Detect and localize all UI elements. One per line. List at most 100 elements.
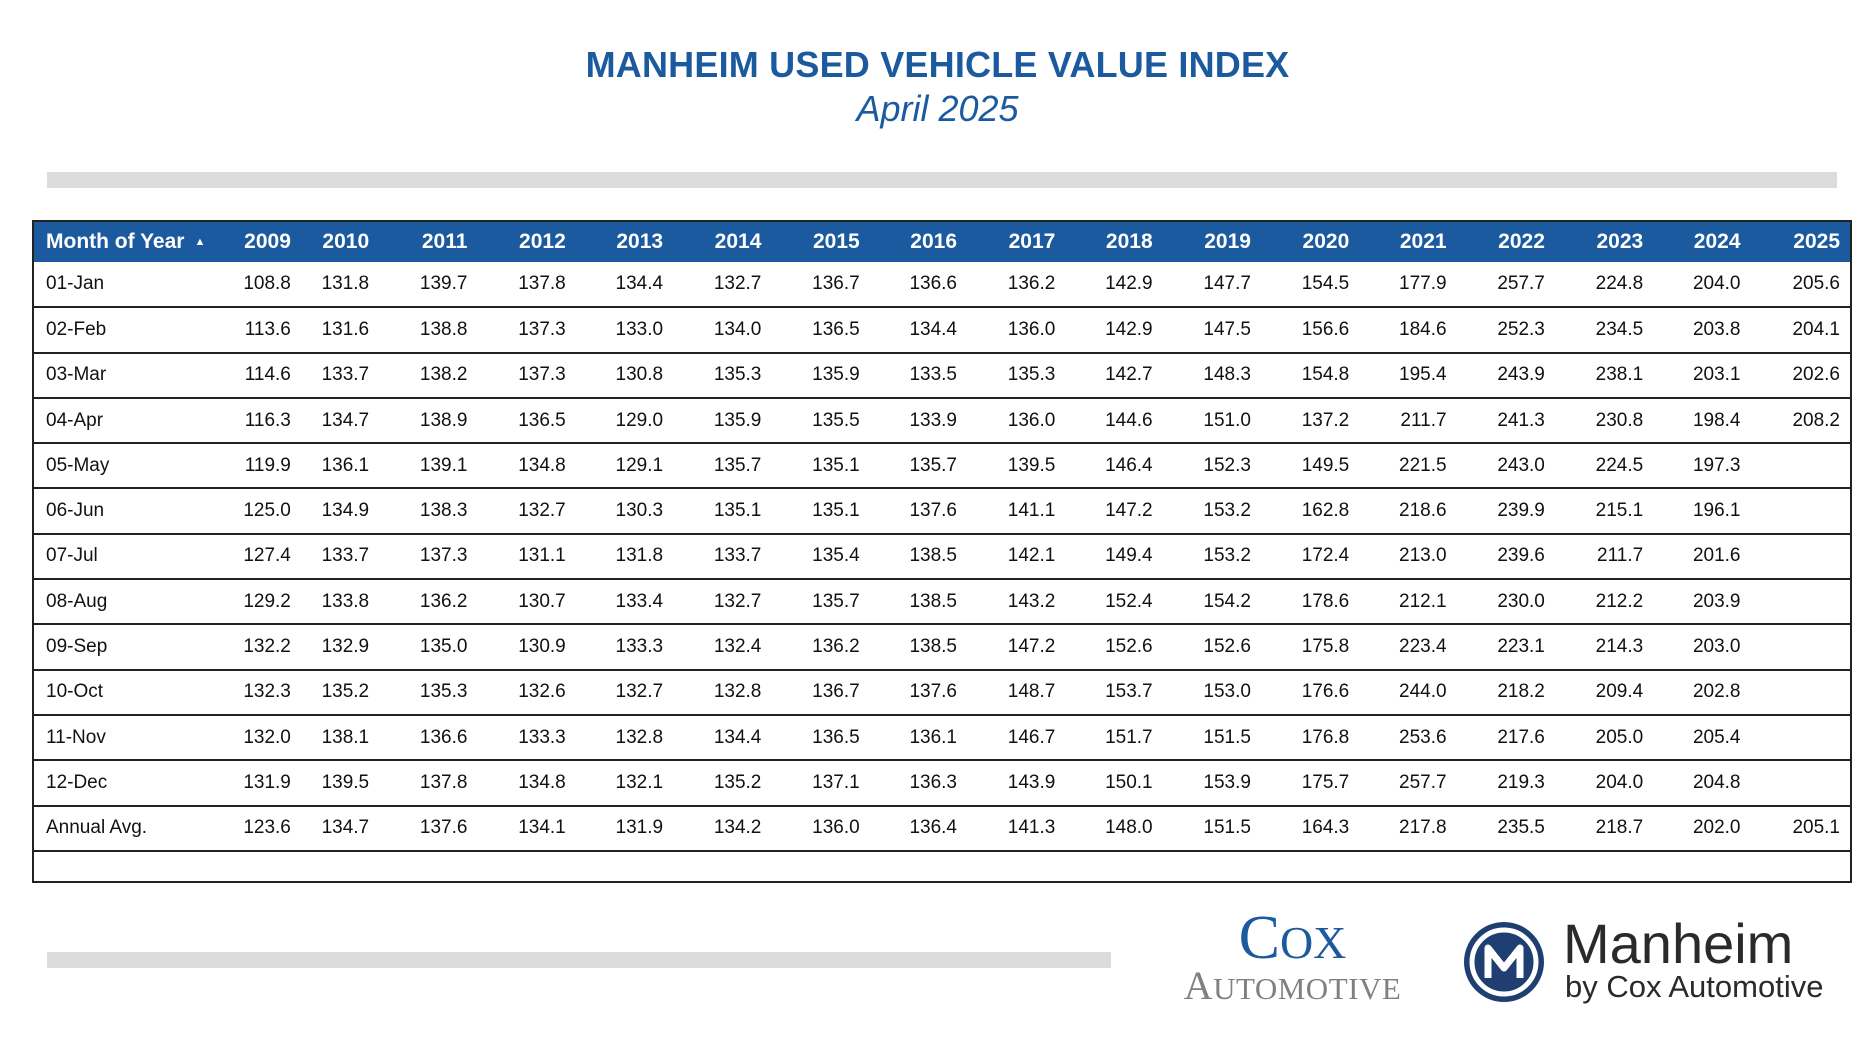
table-cell: 134.1 <box>518 817 566 839</box>
manheim-logo-subtitle: by Cox Automotive <box>1565 969 1824 1004</box>
column-header-year[interactable]: 2020 <box>1302 230 1350 253</box>
table-cell: 139.7 <box>419 273 468 295</box>
table-cell: 137.3 <box>518 318 566 340</box>
table-cell: 135.7 <box>713 454 762 476</box>
column-header-year[interactable]: 2021 <box>1399 230 1447 253</box>
column-header-year[interactable]: 2010 <box>322 230 370 253</box>
table-cell: 197.3 <box>1692 454 1741 476</box>
table-cell: 135.0 <box>419 636 468 658</box>
table-cell: 136.0 <box>1007 409 1056 431</box>
column-header-year[interactable]: 2014 <box>714 230 762 253</box>
cox-logo-subword: AUTOMOTIVE <box>1183 963 1402 1008</box>
table-cell: 135.9 <box>812 364 860 386</box>
table-cell: 135.9 <box>713 409 762 431</box>
table-cell: 156.6 <box>1301 318 1350 340</box>
table-cell: 108.8 <box>243 273 291 295</box>
column-header-year[interactable]: 2017 <box>1008 230 1056 253</box>
table-cell: 136.0 <box>812 817 860 839</box>
table-cell: 133.4 <box>615 590 664 612</box>
table-cell: 221.5 <box>1399 454 1447 476</box>
table-cell: 208.2 <box>1792 409 1840 431</box>
table-cell: 131.1 <box>518 545 566 567</box>
table-cell: 137.2 <box>1301 409 1350 431</box>
row-label: 07-Jul <box>46 545 98 567</box>
table-cell: 154.5 <box>1301 273 1350 295</box>
table-cell: 136.5 <box>812 318 860 340</box>
column-header-year[interactable]: 2011 <box>421 230 468 253</box>
table-cell: 133.3 <box>518 726 566 748</box>
cox-automotive-logo: COX AUTOMOTIVE <box>1150 904 1435 1008</box>
table-cell: 137.6 <box>909 500 957 522</box>
table-cell <box>1751 488 1851 533</box>
table-cell: 133.7 <box>713 545 762 567</box>
table-row: 09-Sep 132.2 132.9 135.0 130.9 133.3 132.4 136.… <box>34 624 1850 670</box>
cox-logo-word: COX <box>1238 904 1347 972</box>
table-cell: 129.0 <box>615 409 664 431</box>
table-row: Annual Avg. 123.6 134.7 137.6 134.1 131.9 134.… <box>34 806 1850 851</box>
table-cell: 132.6 <box>518 681 566 703</box>
column-header-year[interactable]: 2018 <box>1105 230 1153 253</box>
table-cell: 201.6 <box>1692 545 1741 567</box>
column-header-year[interactable]: 2024 <box>1693 230 1741 253</box>
table-row: 05-May 119.9 136.1 139.1 134.8 129.1 135.7 135.… <box>34 443 1851 489</box>
table-cell: 133.3 <box>615 636 664 658</box>
table-cell: 137.8 <box>419 771 468 793</box>
table-cell: 205.1 <box>1792 817 1840 839</box>
table-cell: 257.7 <box>1497 273 1545 295</box>
table-cell: 195.4 <box>1399 364 1447 386</box>
table-cell: 114.6 <box>244 364 291 386</box>
column-header-year[interactable]: 2016 <box>910 230 957 253</box>
sort-ascending-icon[interactable]: ▲ <box>194 236 206 249</box>
table-cell: 147.5 <box>1203 318 1251 340</box>
table-cell: 129.2 <box>243 590 291 612</box>
table-cell: 137.1 <box>812 771 860 793</box>
table-cell: 152.3 <box>1203 454 1251 476</box>
table-cell: 152.6 <box>1203 636 1251 658</box>
table-cell: 136.0 <box>1007 318 1056 340</box>
table-cell: 134.8 <box>518 771 566 793</box>
column-header-month[interactable]: Month of Year ▲ <box>34 222 235 262</box>
table-cell: 131.8 <box>615 545 664 567</box>
table-cell: 224.5 <box>1595 454 1644 476</box>
table-cell: 162.8 <box>1301 500 1350 522</box>
table-cell <box>1751 579 1851 624</box>
column-header-year[interactable]: 2015 <box>812 230 860 253</box>
table-cell: 203.1 <box>1692 364 1741 386</box>
table-cell: 204.1 <box>1792 318 1840 340</box>
column-header-year[interactable]: 2009 <box>244 230 291 253</box>
table-cell: 133.7 <box>321 364 370 386</box>
table-cell: 131.9 <box>243 771 291 793</box>
table-cell: 138.1 <box>321 726 370 748</box>
table-cell: 151.5 <box>1203 726 1251 748</box>
table-cell: 152.6 <box>1105 636 1153 658</box>
table-cell: 215.1 <box>1595 500 1644 522</box>
column-header-year[interactable]: 2019 <box>1204 230 1251 253</box>
table-cell: 202.0 <box>1692 817 1741 839</box>
table-cell: 136.6 <box>909 273 957 295</box>
table-cell: 132.7 <box>518 500 566 522</box>
table-cell: 133.9 <box>909 409 957 431</box>
table-cell: 136.5 <box>812 726 860 748</box>
column-header-year[interactable]: 2022 <box>1498 230 1545 253</box>
table-cell <box>1751 443 1851 488</box>
index-table: Month of Year ▲ 2009 2010 2011 2012 2013 2014 2… <box>34 222 1850 896</box>
table-cell: 153.0 <box>1203 681 1251 703</box>
column-header-year[interactable]: 2013 <box>616 230 664 253</box>
column-header-year[interactable]: 2025 <box>1793 230 1840 253</box>
table-cell: 138.9 <box>419 409 468 431</box>
table-cell: 214.3 <box>1595 636 1644 658</box>
table-row-empty <box>34 851 1850 896</box>
table-cell: 135.1 <box>713 500 762 522</box>
table-row: 06-Jun 125.0 134.9 138.3 132.7 130.3 135.1 135.… <box>34 488 1851 534</box>
table-cell: 230.0 <box>1497 590 1545 612</box>
table-cell: 135.1 <box>812 500 860 522</box>
table-cell: 136.1 <box>909 726 957 748</box>
column-header-year[interactable]: 2012 <box>519 230 566 253</box>
table-cell: 153.7 <box>1105 681 1153 703</box>
table-row: 01-Jan 108.8 131.8 139.7 137.8 134.4 132.7 136.… <box>34 262 1850 308</box>
table-cell: 130.7 <box>518 590 566 612</box>
column-header-year[interactable]: 2023 <box>1596 230 1644 253</box>
table-cell: 139.5 <box>321 771 370 793</box>
table-cell: 147.7 <box>1203 273 1251 295</box>
table-cell: 134.9 <box>321 500 370 522</box>
